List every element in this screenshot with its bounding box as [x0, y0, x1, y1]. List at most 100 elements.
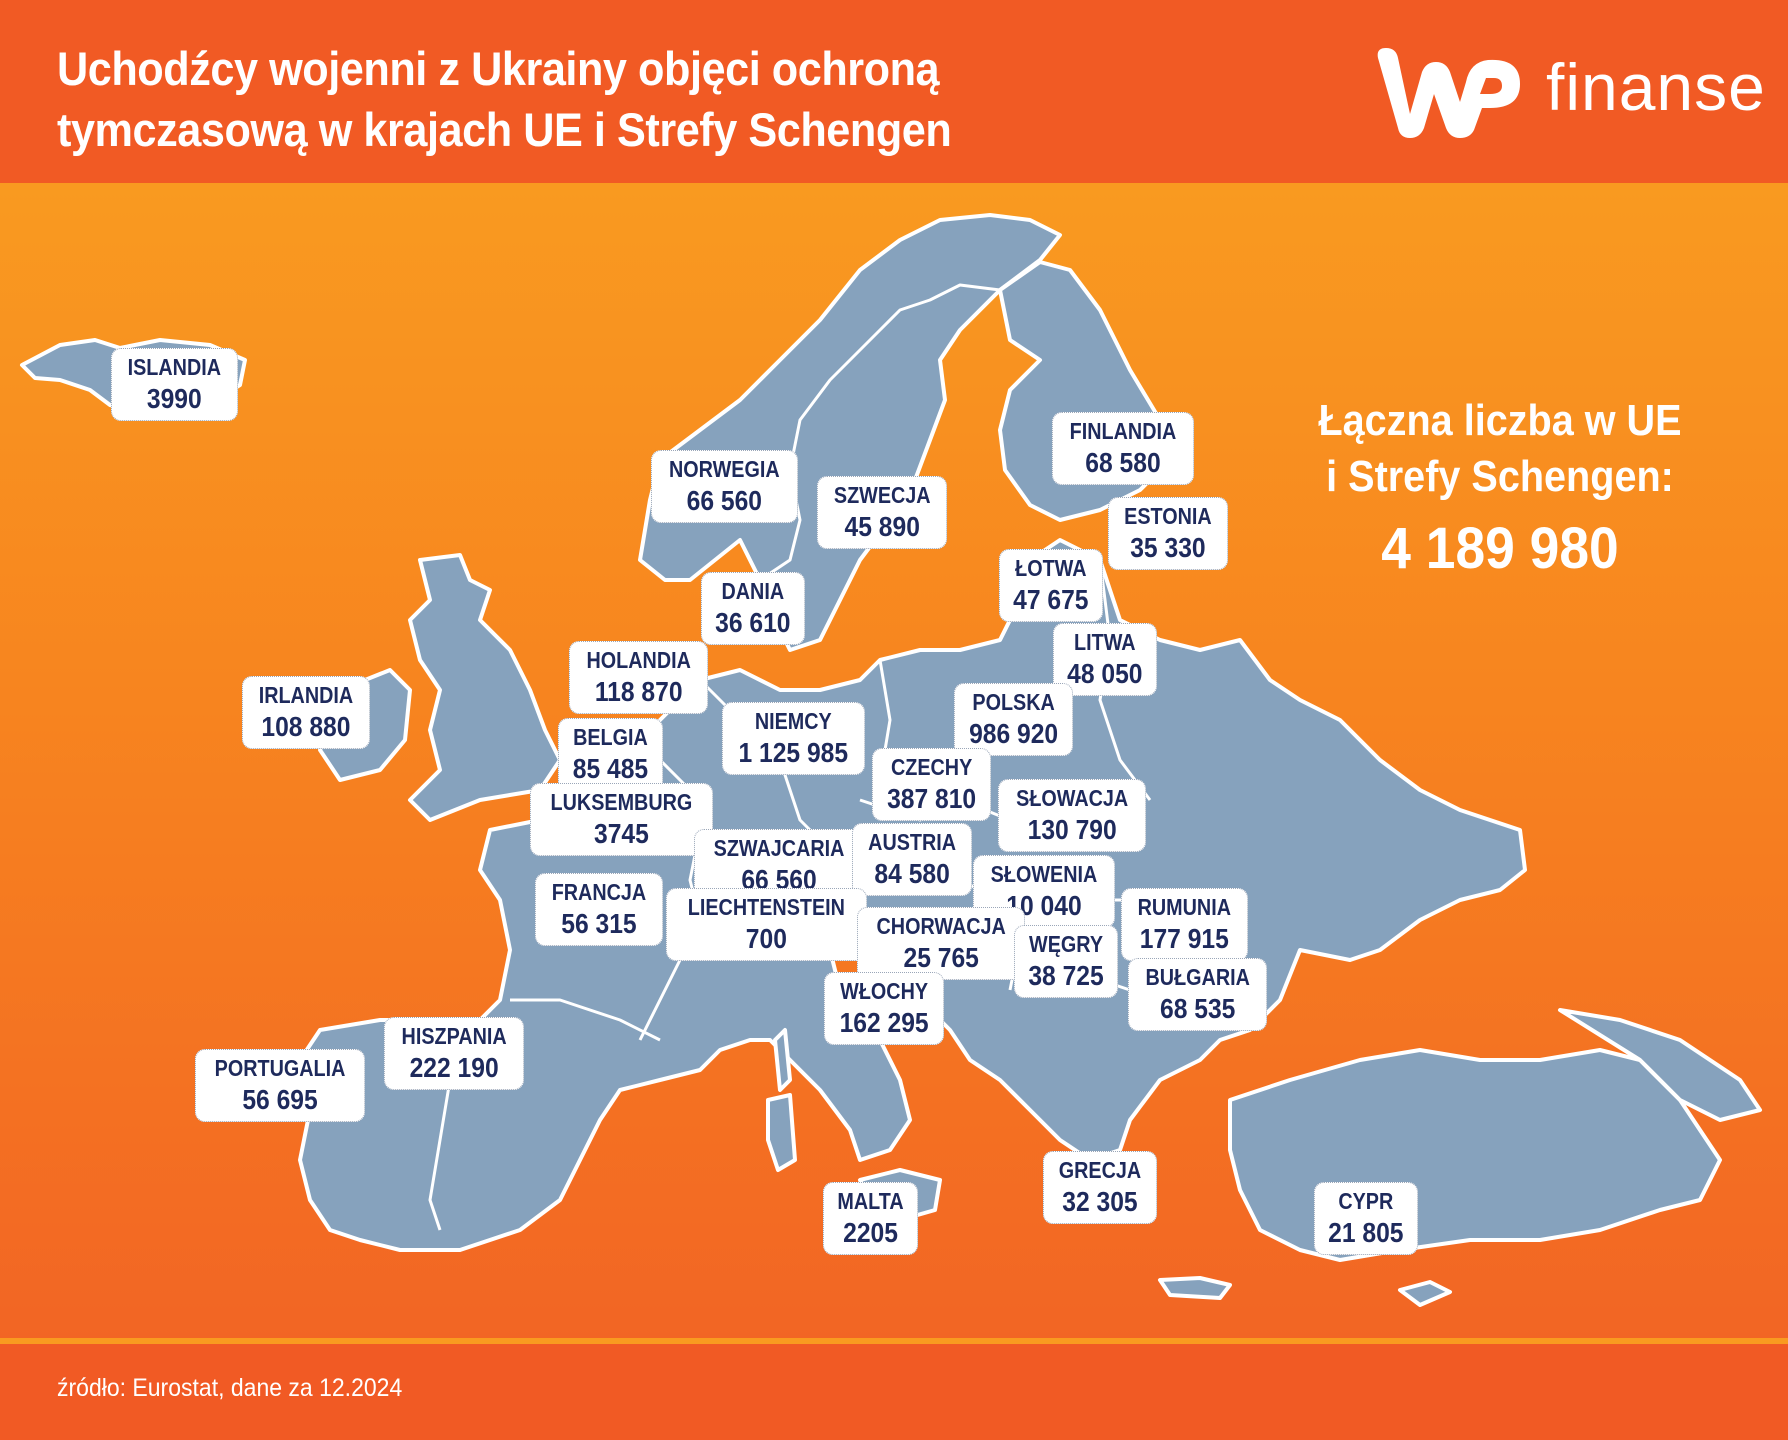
country-name: HOLANDIA [586, 647, 691, 673]
refugee-count: 68 580 [1085, 447, 1161, 478]
country-label: BUŁGARIA 68 535 [1128, 958, 1268, 1031]
country-name: SŁOWACJA [1016, 785, 1129, 811]
map-area: Łączna liczba w UE i Strefy Schengen: 4 … [0, 183, 1788, 1340]
refugee-count: 387 810 [887, 783, 977, 814]
country-label: HOLANDIA 118 870 [569, 641, 709, 714]
refugee-count: 32 305 [1062, 1186, 1138, 1217]
country-name: NIEMCY [754, 708, 832, 734]
country-label: LITWA 48 050 [1053, 623, 1157, 696]
footer-divider [0, 1338, 1788, 1344]
refugee-count: 21 805 [1328, 1217, 1404, 1248]
country-name: BELGIA [573, 724, 648, 750]
turkey-shape [1228, 1048, 1722, 1262]
country-label: RUMUNIA 177 915 [1121, 888, 1248, 961]
country-label: CHORWACJA 25 765 [857, 907, 1026, 980]
refugee-count: 85 485 [572, 753, 649, 784]
refugee-count: 38 725 [1028, 960, 1104, 991]
country-name: POLSKA [972, 689, 1055, 715]
total-label-line-1: Łączna liczba w UE [1318, 396, 1682, 445]
country-label: IRLANDIA 108 880 [242, 676, 370, 749]
country-name: HISZPANIA [401, 1023, 507, 1049]
refugee-count: 66 560 [686, 485, 763, 516]
refugee-count: 68 535 [1160, 993, 1236, 1024]
refugee-count: 108 880 [261, 711, 351, 742]
country-name: LIECHTENSTEIN [687, 894, 845, 920]
country-label: SŁOWACJA 130 790 [998, 779, 1147, 852]
refugee-count: 177 915 [1139, 923, 1229, 954]
country-name: CYPR [1338, 1188, 1394, 1214]
total-label-line-2: i Strefy Schengen: [1326, 452, 1674, 501]
country-name: GRECJA [1058, 1157, 1142, 1183]
refugee-count: 3990 [146, 383, 202, 414]
refugee-count: 2205 [843, 1217, 898, 1248]
country-name: FRANCJA [551, 879, 647, 905]
country-name: NORWEGIA [669, 456, 780, 482]
country-name: ISLANDIA [127, 354, 222, 380]
corsica-shape [773, 1028, 792, 1092]
country-label: BELGIA 85 485 [558, 718, 663, 791]
refugee-count: 36 610 [715, 607, 791, 638]
country-label: PORTUGALIA 56 695 [195, 1049, 366, 1122]
country-label: FINLANDIA 68 580 [1052, 412, 1194, 485]
country-label: DANIA 36 610 [701, 572, 805, 645]
refugee-count: 118 870 [594, 676, 683, 707]
country-label: LIECHTENSTEIN 700 [666, 888, 867, 961]
country-label: HISZPANIA 222 190 [384, 1017, 525, 1090]
title-line-2: tymczasową w krajach UE i Strefy Schenge… [57, 103, 952, 156]
country-name: WĘGRY [1029, 931, 1104, 957]
refugee-count: 1 125 985 [738, 737, 849, 768]
footer: źródło: Eurostat, dane za 12.2024 [0, 1344, 1788, 1440]
refugee-count: 25 765 [903, 942, 979, 973]
country-name: ŁOTWA [1015, 555, 1087, 581]
refugee-count: 56 315 [561, 908, 637, 939]
country-label: CYPR 21 805 [1314, 1182, 1418, 1255]
country-label: FRANCJA 56 315 [535, 873, 663, 946]
logo-text: finanse [1546, 50, 1766, 124]
country-label: MALTA 2205 [823, 1182, 919, 1255]
title-line-1: Uchodźcy wojenni z Ukrainy objęci ochron… [57, 42, 940, 95]
country-name: SZWECJA [833, 482, 931, 508]
country-label: POLSKA 986 920 [954, 683, 1074, 756]
country-label: ŁOTWA 47 675 [999, 549, 1103, 622]
country-name: SZWAJCARIA [713, 835, 845, 861]
total-value: 4 189 980 [1381, 516, 1619, 581]
country-label: NORWEGIA 66 560 [651, 450, 798, 523]
country-name: SŁOWENIA [990, 861, 1098, 887]
page-title: Uchodźcy wojenni z Ukrainy objęci ochron… [57, 38, 952, 160]
country-name: BUŁGARIA [1145, 964, 1250, 990]
country-name: FINLANDIA [1069, 418, 1177, 444]
country-label: LUKSEMBURG 3745 [530, 783, 713, 856]
country-name: IRLANDIA [258, 682, 354, 708]
sardinia-shape [766, 1093, 797, 1172]
refugee-count: 47 675 [1013, 584, 1089, 615]
norway-sweden-border [759, 283, 1001, 582]
refugee-count: 986 920 [969, 718, 1059, 749]
country-label: WĘGRY 38 725 [1014, 925, 1119, 998]
wp-finanse-logo: finanse [1370, 42, 1765, 142]
refugee-count: 84 580 [874, 858, 950, 889]
country-label: ESTONIA 35 330 [1108, 497, 1228, 570]
crete-shape [1158, 1276, 1232, 1300]
wp-logo-icon [1377, 48, 1520, 138]
cyprus-shape [1398, 1280, 1452, 1307]
country-label: ISLANDIA 3990 [111, 348, 238, 421]
country-name: AUSTRIA [868, 829, 957, 855]
country-label: WŁOCHY 162 295 [824, 972, 945, 1045]
country-name: RUMUNIA [1137, 894, 1232, 920]
refugee-count: 56 695 [242, 1084, 318, 1115]
uk-shape [408, 553, 562, 822]
country-label: GRECJA 32 305 [1043, 1151, 1157, 1224]
country-name: ESTONIA [1124, 503, 1212, 529]
country-name: CZECHY [890, 754, 973, 780]
refugee-count: 45 890 [844, 511, 920, 542]
header: Uchodźcy wojenni z Ukrainy objęci ochron… [0, 0, 1788, 183]
country-label: CZECHY 387 810 [872, 748, 992, 821]
country-label: NIEMCY 1 125 985 [722, 702, 865, 775]
refugee-count: 222 190 [409, 1052, 499, 1083]
country-name: MALTA [837, 1188, 904, 1214]
country-label: SZWECJA 45 890 [817, 476, 948, 549]
refugee-count: 35 330 [1130, 532, 1206, 563]
country-label: AUSTRIA 84 580 [852, 823, 973, 896]
source-note: źródło: Eurostat, dane za 12.2024 [57, 1374, 403, 1402]
caucasus-shape [1558, 1008, 1762, 1122]
